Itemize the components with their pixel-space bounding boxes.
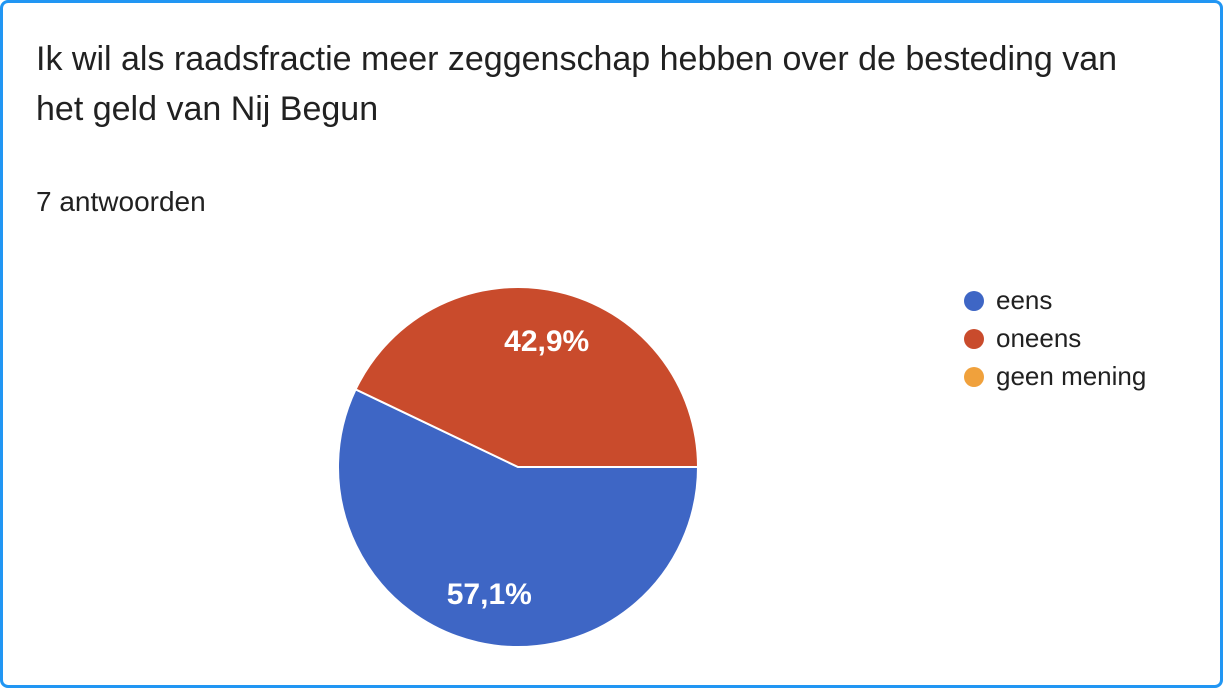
question-title: Ik wil als raadsfractie meer zeggenschap… <box>36 34 1117 134</box>
legend-item-geen-mening: geen mening <box>964 363 1146 390</box>
legend-swatch-eens <box>964 290 984 311</box>
legend-item-oneens: oneens <box>964 325 1146 352</box>
chart-legend: eens oneens geen mening <box>964 287 1146 390</box>
pie-slice-label-eens: 57,1% <box>447 578 532 611</box>
legend-label-oneens: oneens <box>996 323 1082 353</box>
legend-label-geen-mening: geen mening <box>996 361 1147 391</box>
legend-label-eens: eens <box>996 285 1053 315</box>
legend-swatch-oneens <box>964 328 984 349</box>
question-title-line-2: het geld van Nij Begun <box>36 90 379 128</box>
pie-slice-eens[interactable] <box>337 388 699 648</box>
legend-swatch-geen-mening <box>964 366 984 387</box>
pie-slice-oneens[interactable] <box>354 286 699 468</box>
pie-chart: 57,1% 42,9% <box>337 286 699 648</box>
question-title-line-1: Ik wil als raadsfractie meer zeggenschap… <box>36 40 1118 78</box>
answers-count: 7 antwoorden <box>36 186 206 217</box>
legend-item-eens: eens <box>964 287 1146 314</box>
pie-slice-label-oneens: 42,9% <box>504 325 589 358</box>
